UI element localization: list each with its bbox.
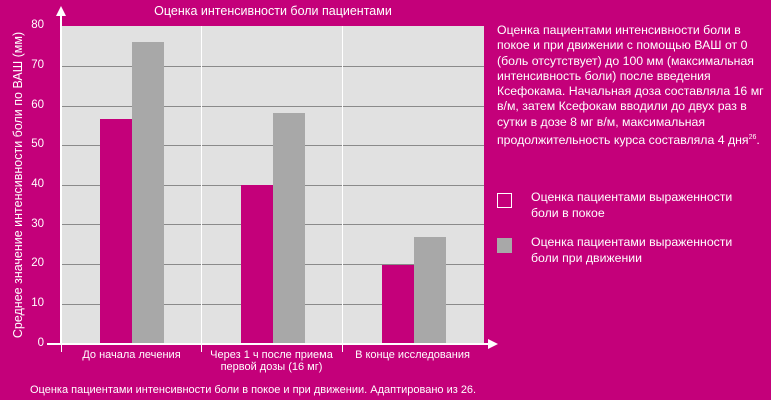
x-label-end: В конце исследования — [355, 349, 470, 361]
bar-rest-end — [382, 264, 414, 344]
bar-rest-before — [100, 119, 132, 344]
y-axis — [60, 10, 62, 344]
figure-caption: Оценка пациентами интенсивности боли в п… — [30, 384, 477, 396]
category-divider — [201, 26, 202, 344]
legend-label-movement: Оценка пациентами выраженности боли при … — [531, 235, 733, 265]
x-axis — [47, 343, 492, 345]
x-label-1h: Через 1 ч после приема первой дозы (16 м… — [210, 349, 333, 373]
y-tick-label: 10 — [31, 297, 44, 309]
bar-rest-1h — [241, 185, 273, 344]
description-end: . — [756, 133, 760, 148]
plot-area — [61, 26, 484, 344]
x-axis-arrow-icon — [488, 339, 498, 349]
y-tick-label: 40 — [31, 178, 44, 190]
legend-item-rest: Оценка пациентами выраженности боли в по… — [497, 190, 757, 224]
x-tick — [61, 344, 62, 352]
y-tick-label: 50 — [31, 138, 44, 150]
bar-movement-before — [132, 41, 164, 344]
legend-item-movement: Оценка пациентами выраженности боли при … — [497, 235, 757, 285]
description-body: Оценка пациентами интенсивности боли в п… — [497, 23, 764, 148]
y-tick-label: 70 — [31, 59, 44, 71]
y-tick-label: 20 — [31, 257, 44, 269]
x-tick — [342, 344, 343, 352]
y-tick-label: 60 — [31, 99, 44, 111]
bar-movement-1h — [273, 113, 305, 344]
gridline-70 — [61, 66, 484, 67]
x-tick — [201, 344, 202, 352]
y-axis-arrow-icon — [56, 6, 66, 16]
x-label-before: До начала лечения — [82, 349, 181, 361]
description-text: Оценка пациентами интенсивности боли в п… — [497, 23, 769, 148]
y-tick-label: 80 — [31, 19, 44, 31]
gridline-50 — [61, 145, 484, 146]
bar-movement-end — [414, 236, 446, 344]
y-axis-label: Среднее значение интенсивности боли по В… — [11, 31, 25, 339]
gridline-60 — [61, 106, 484, 107]
legend-swatch-movement-icon — [497, 238, 512, 253]
y-tick-label: 0 — [37, 337, 44, 349]
y-tick-label: 30 — [31, 218, 44, 230]
legend-label-rest: Оценка пациентами выраженности боли в по… — [531, 190, 733, 220]
chart-title: Оценка интенсивности боли пациентами — [154, 4, 392, 18]
legend-swatch-rest-icon — [497, 193, 512, 208]
category-divider — [342, 26, 343, 344]
reference-superscript: 26 — [748, 134, 757, 142]
